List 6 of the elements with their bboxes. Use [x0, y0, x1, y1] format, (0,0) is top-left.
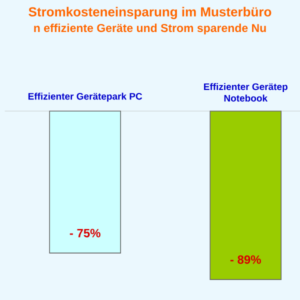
x-tick-label: Effizienter Gerätep Notebook: [204, 83, 288, 102]
chart-subtitle: n effiziente Geräte und Strom sparende Nu: [34, 24, 266, 34]
x-tick-label: Effizienter Gerätepark PC: [28, 92, 142, 102]
chart-title: Stromkosteneinsparung im Musterbüro: [28, 6, 272, 20]
data-label: - 89%: [230, 255, 261, 264]
data-label: - 75%: [70, 228, 100, 238]
